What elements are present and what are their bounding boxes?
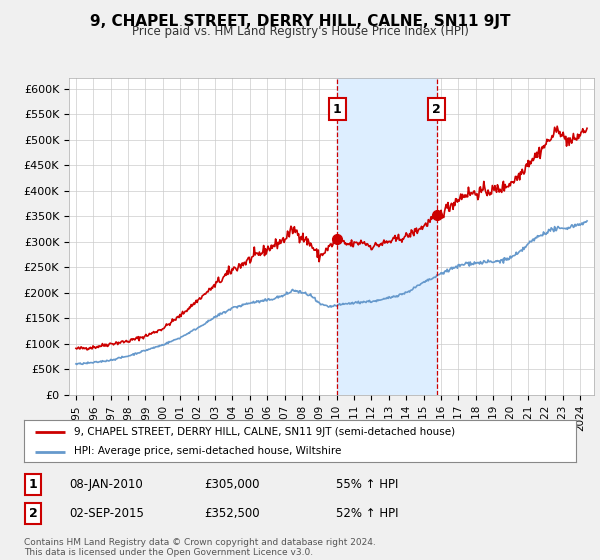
Bar [337, 78, 437, 395]
Text: 52% ↑ HPI: 52% ↑ HPI [336, 507, 398, 520]
Text: 55% ↑ HPI: 55% ↑ HPI [336, 478, 398, 491]
Text: Contains HM Land Registry data © Crown copyright and database right 2024.
This d: Contains HM Land Registry data © Crown c… [24, 538, 376, 557]
Text: 02-SEP-2015: 02-SEP-2015 [69, 507, 144, 520]
Text: 08-JAN-2010: 08-JAN-2010 [69, 478, 143, 491]
Text: 2: 2 [29, 507, 37, 520]
Text: £305,000: £305,000 [204, 478, 260, 491]
Text: HPI: Average price, semi-detached house, Wiltshire: HPI: Average price, semi-detached house,… [74, 446, 341, 456]
Text: 1: 1 [333, 102, 342, 115]
Text: 2: 2 [432, 102, 441, 115]
Text: 9, CHAPEL STREET, DERRY HILL, CALNE, SN11 9JT (semi-detached house): 9, CHAPEL STREET, DERRY HILL, CALNE, SN1… [74, 427, 455, 437]
Text: Price paid vs. HM Land Registry's House Price Index (HPI): Price paid vs. HM Land Registry's House … [131, 25, 469, 38]
Text: 1: 1 [29, 478, 37, 491]
Text: £352,500: £352,500 [204, 507, 260, 520]
Text: 9, CHAPEL STREET, DERRY HILL, CALNE, SN11 9JT: 9, CHAPEL STREET, DERRY HILL, CALNE, SN1… [90, 14, 510, 29]
